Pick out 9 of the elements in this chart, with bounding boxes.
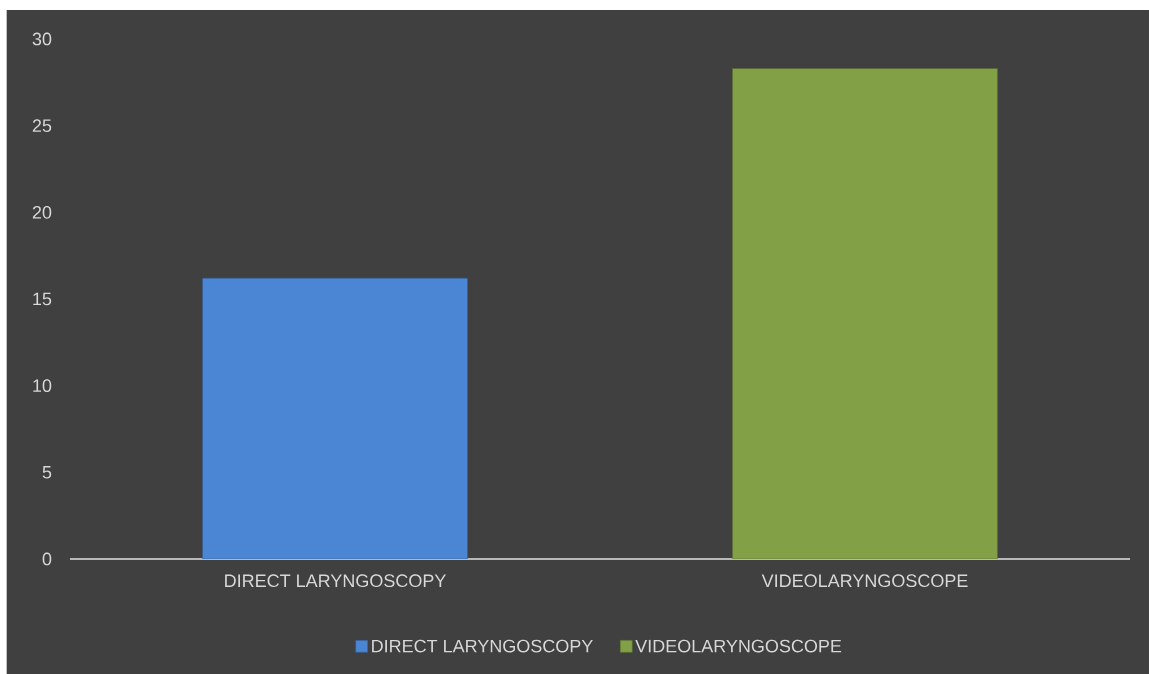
legend-label: VIDEOLARYNGOSCOPE bbox=[635, 639, 842, 653]
y-tick-label: 25 bbox=[32, 119, 52, 133]
y-tick-label: 30 bbox=[32, 32, 52, 46]
y-tick-label: 20 bbox=[32, 205, 52, 219]
y-tick-label: 10 bbox=[33, 379, 52, 393]
y-tick-label: 15 bbox=[33, 292, 52, 306]
y-tick-label: 5 bbox=[42, 466, 52, 479]
legend-label: DIRECT LARYNGOSCOPY bbox=[372, 639, 593, 653]
y-tick-label: 0 bbox=[42, 552, 52, 566]
